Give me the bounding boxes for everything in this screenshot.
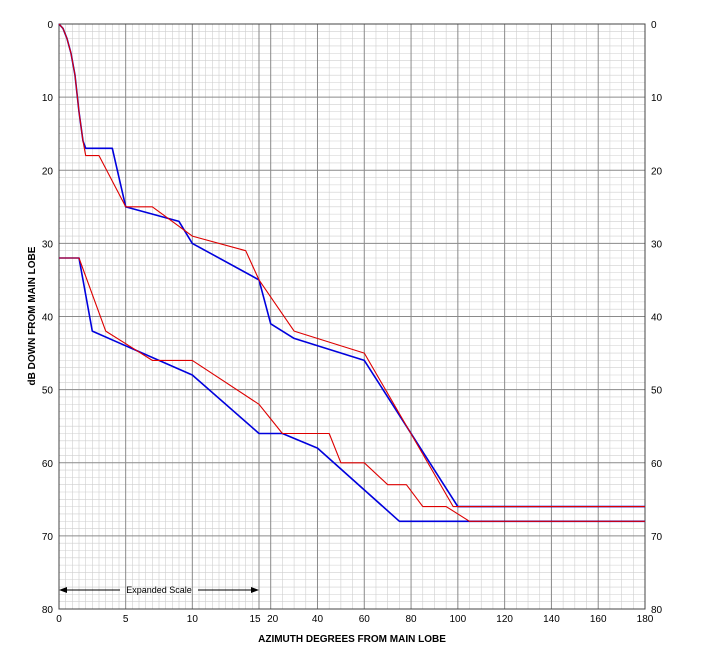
series-line-4 [59,257,645,522]
y-tick-label-right: 80 [651,605,663,616]
x-tick-label: 60 [359,614,371,625]
x-tick-label: 80 [405,614,417,625]
expanded-scale-arrowhead-left [59,587,67,593]
x-tick-label: 120 [496,614,513,625]
x-tick-label: 180 [637,614,654,625]
y-tick-label-right: 20 [651,166,663,177]
left-y-tick-labels: 0 10 20 30 40 50 60 70 80 [42,20,54,616]
y-tick-label-left: 20 [42,166,54,177]
x-tick-label: 5 [123,614,129,625]
y-tick-label-left: 70 [42,532,54,543]
y-tick-label-left: 50 [42,386,54,397]
y-tick-label-left: 0 [47,20,53,31]
y-tick-label-right: 50 [651,386,663,397]
y-tick-label-right: 40 [651,313,663,324]
y-tick-label-left: 40 [42,313,54,324]
y-tick-label-right: 10 [651,93,663,104]
x-tick-label: 20 [267,614,279,625]
expanded-scale-annotation: Expanded Scale [59,585,259,595]
plot-frame [58,23,646,610]
y-tick-label-right: 0 [651,20,657,31]
x-tick-labels: 0 5 10 15 20 40 60 80 100 120 140 160 180 [56,614,654,625]
major-grid [59,24,645,609]
y-tick-label-left: 80 [42,605,54,616]
y-tick-label-right: 30 [651,239,663,250]
expanded-scale-label: Expanded Scale [126,585,192,595]
x-tick-label: 160 [590,614,607,625]
x-tick-label: 140 [543,614,560,625]
x-tick-label: 40 [312,614,324,625]
x-tick-label: 0 [56,614,62,625]
y-tick-label-left: 60 [42,459,54,470]
x-tick-label: 10 [187,614,199,625]
x-axis-title: AZIMUTH DEGREES FROM MAIN LOBE [258,634,446,645]
x-tick-label: 15 [249,614,261,625]
right-y-tick-labels: 0 10 20 30 40 50 60 70 80 [651,20,663,616]
expanded-scale-arrowhead-right [251,587,259,593]
y-tick-label-right: 60 [651,459,663,470]
y-axis-title: dB DOWN FROM MAIN LOBE [27,246,38,385]
x-tick-label: 100 [450,614,467,625]
series-line-3 [59,257,645,523]
series-layer [58,23,645,523]
series-line-2 [58,23,645,508]
y-tick-label-right: 70 [651,532,663,543]
y-tick-label-left: 30 [42,239,54,250]
y-tick-label-left: 10 [42,93,54,104]
